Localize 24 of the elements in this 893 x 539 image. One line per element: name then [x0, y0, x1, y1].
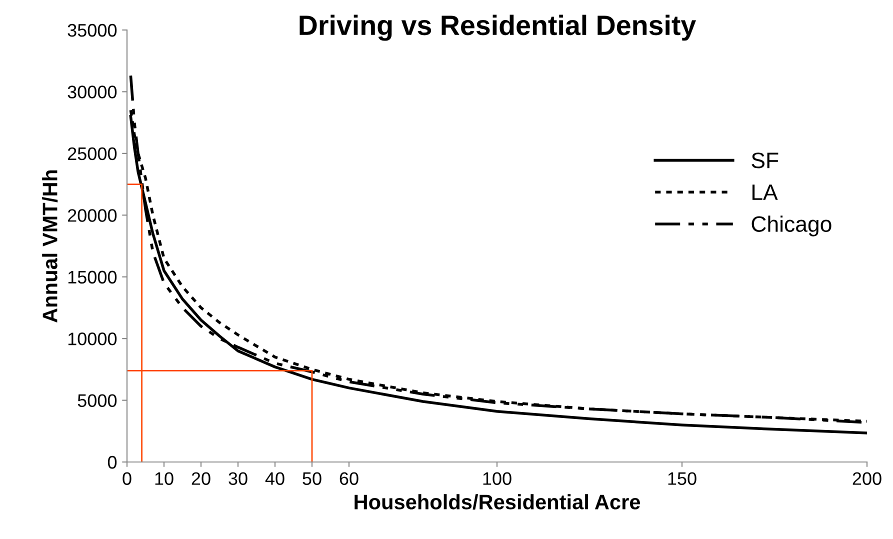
y-tick-label: 0	[108, 456, 117, 469]
x-tick-label: 10	[155, 472, 174, 485]
y-tick-label: 5000	[78, 394, 117, 408]
x-tick-label: 30	[228, 472, 248, 485]
y-axis-title: Annual VMT/Hh	[42, 170, 58, 322]
x-tick-label: 150	[668, 472, 696, 485]
y-tick-label: 30000	[68, 86, 117, 98]
x-axis-title: Households/Residential Acre	[354, 494, 640, 510]
x-tick-label: 100	[483, 472, 512, 485]
y-tick-label: 15000	[68, 270, 117, 284]
x-tick-label: 200	[852, 472, 882, 485]
y-tick-label: 35000	[68, 24, 117, 37]
chart-title: Driving vs Residential Density	[300, 14, 696, 41]
x-tick-label: 60	[340, 472, 358, 485]
legend-label: LA	[752, 184, 778, 200]
x-tick-label: 0	[122, 472, 132, 485]
y-tick-label: 20000	[68, 209, 117, 222]
y-tick-label: 25000	[68, 147, 117, 160]
legend-label: SF	[752, 152, 778, 168]
x-tick-label: 40	[265, 472, 284, 485]
legend-label: Chicago	[752, 216, 832, 236]
x-tick-label: 50	[302, 472, 322, 485]
x-tick-label: 20	[192, 472, 210, 485]
y-tick-label: 10000	[68, 332, 117, 346]
